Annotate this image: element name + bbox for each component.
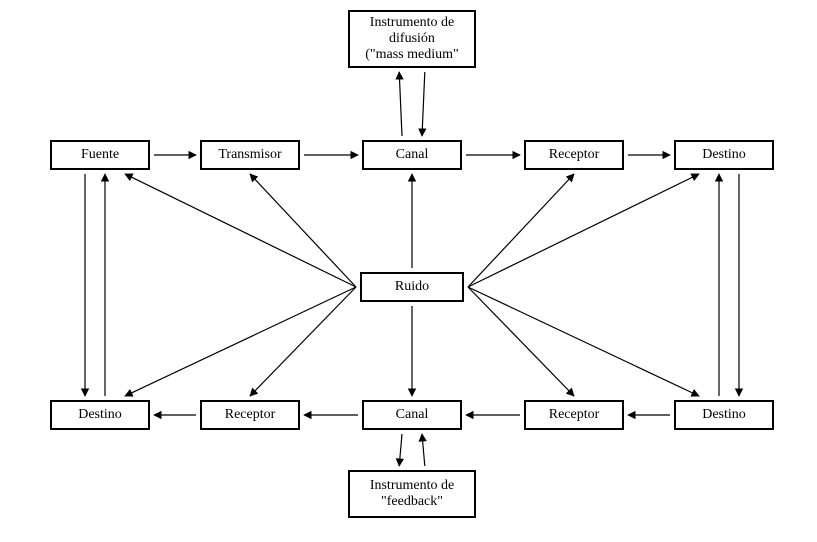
edges-layer	[0, 0, 817, 542]
edge	[422, 434, 425, 466]
node-label: Receptor	[549, 407, 600, 423]
node-label: Transmisor	[218, 147, 281, 163]
node-receptor-br: Receptor	[524, 400, 624, 430]
node-top-instrument: Instrumento de difusión ("mass medium"	[348, 10, 476, 68]
node-ruido: Ruido	[360, 272, 464, 302]
node-label: Receptor	[225, 407, 276, 423]
node-label: Instrumento de difusión ("mass medium"	[365, 15, 458, 63]
node-destino-top: Destino	[674, 140, 774, 170]
edge	[468, 174, 574, 287]
node-label: Destino	[702, 407, 746, 423]
edge	[125, 174, 356, 287]
node-receptor-bl: Receptor	[200, 400, 300, 430]
node-label: Destino	[702, 147, 746, 163]
edge	[399, 434, 402, 466]
edge	[250, 174, 356, 287]
node-label: Ruido	[395, 279, 429, 295]
node-destino-bl: Destino	[50, 400, 150, 430]
edge	[468, 287, 699, 396]
node-receptor-top: Receptor	[524, 140, 624, 170]
node-transmisor: Transmisor	[200, 140, 300, 170]
node-label: Canal	[396, 147, 429, 163]
node-fuente-top: Fuente	[50, 140, 150, 170]
node-label: Destino	[78, 407, 122, 423]
edge	[125, 287, 356, 396]
edge	[250, 287, 356, 396]
node-label: Fuente	[81, 147, 119, 163]
node-canal-bot: Canal	[362, 400, 462, 430]
node-label: Instrumento de "feedback"	[370, 478, 454, 510]
node-destino-br: Destino	[674, 400, 774, 430]
edge	[468, 174, 699, 287]
node-canal-top: Canal	[362, 140, 462, 170]
edge	[399, 72, 402, 136]
node-bot-instrument: Instrumento de "feedback"	[348, 470, 476, 518]
node-label: Canal	[396, 407, 429, 423]
edge	[468, 287, 574, 396]
node-label: Receptor	[549, 147, 600, 163]
diagram-stage: { "diagram": { "type": "flowchart", "bac…	[0, 0, 817, 542]
edge	[422, 72, 425, 136]
